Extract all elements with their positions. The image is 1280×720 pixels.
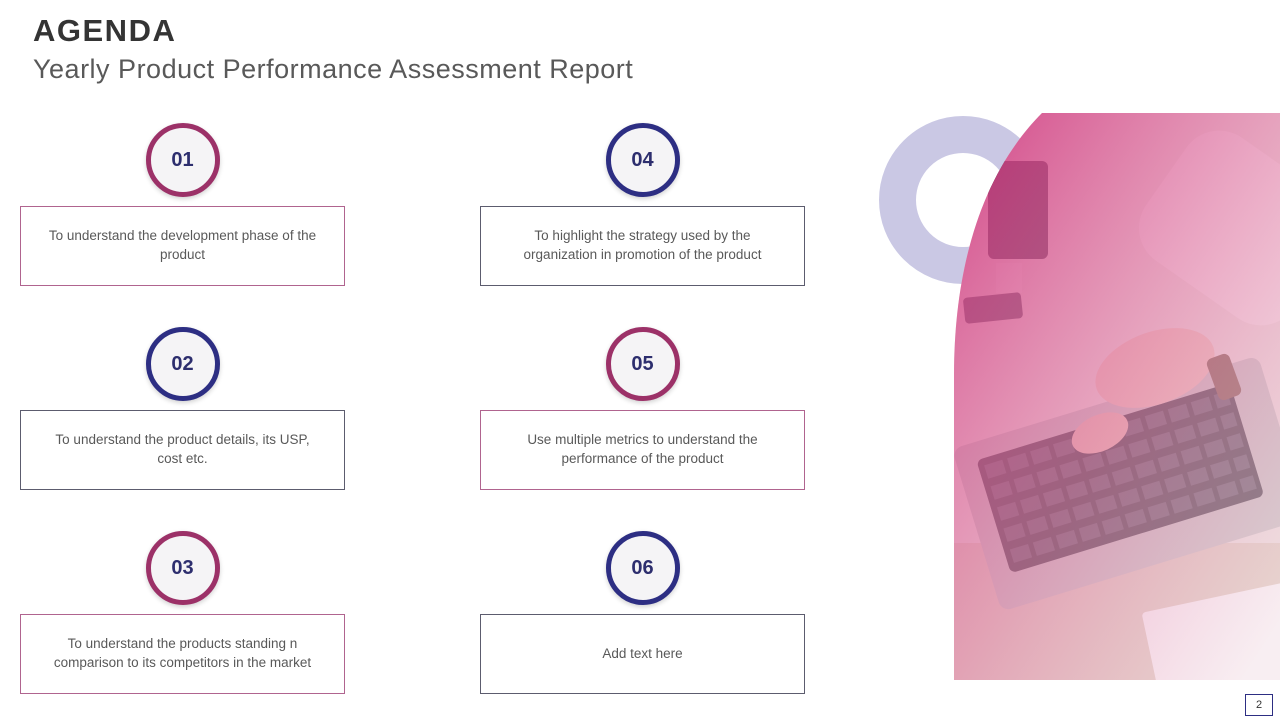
agenda-number-circle-1: 01 — [145, 123, 220, 197]
agenda-item-1: 01 To understand the development phase o… — [20, 123, 345, 286]
agenda-item-5: 05 Use multiple metrics to understand th… — [480, 327, 805, 490]
agenda-number-1: 01 — [171, 148, 194, 171]
agenda-number-circle-5: 05 — [605, 327, 680, 401]
agenda-item-6: 06 Add text here — [480, 531, 805, 694]
agenda-number-4: 04 — [631, 148, 654, 171]
agenda-text-6: Add text here — [602, 645, 683, 661]
page-subtitle: Yearly Product Performance Assessment Re… — [33, 54, 634, 84]
laptop-photo-graphic — [954, 113, 1280, 680]
laptop-photo — [950, 113, 1280, 680]
agenda-text-4: To highlight the strategy used by the or… — [523, 228, 762, 262]
agenda-text-box-1: To understand the development phase of t… — [20, 206, 345, 286]
agenda-item-3: 03 To understand the products standing n… — [20, 531, 345, 694]
agenda-number-circle-4: 04 — [605, 123, 680, 197]
agenda-item-4: 04 To highlight the strategy used by the… — [480, 123, 805, 286]
agenda-number-3: 03 — [171, 556, 194, 579]
agenda-item-2: 02 To understand the product details, it… — [20, 327, 345, 490]
agenda-text-box-3: To understand the products standing n co… — [20, 614, 345, 694]
agenda-text-2: To understand the product details, its U… — [55, 432, 310, 466]
agenda-number-circle-3: 03 — [145, 531, 220, 605]
agenda-text-3: To understand the products standing n co… — [53, 636, 312, 670]
agenda-number-2: 02 — [171, 352, 194, 375]
agenda-number-6: 06 — [631, 556, 654, 579]
agenda-text-box-4: To highlight the strategy used by the or… — [480, 206, 805, 286]
page-title: AGENDA — [33, 13, 177, 48]
agenda-number-circle-2: 02 — [145, 327, 220, 401]
agenda-text-5: Use multiple metrics to understand the p… — [527, 432, 758, 466]
agenda-number-5: 05 — [631, 352, 654, 375]
agenda-text-box-6: Add text here — [480, 614, 805, 694]
agenda-text-box-5: Use multiple metrics to understand the p… — [480, 410, 805, 490]
agenda-text-1: To understand the development phase of t… — [48, 228, 317, 262]
page-number: 2 — [1245, 694, 1273, 716]
agenda-number-circle-6: 06 — [605, 531, 680, 605]
agenda-text-box-2: To understand the product details, its U… — [20, 410, 345, 490]
